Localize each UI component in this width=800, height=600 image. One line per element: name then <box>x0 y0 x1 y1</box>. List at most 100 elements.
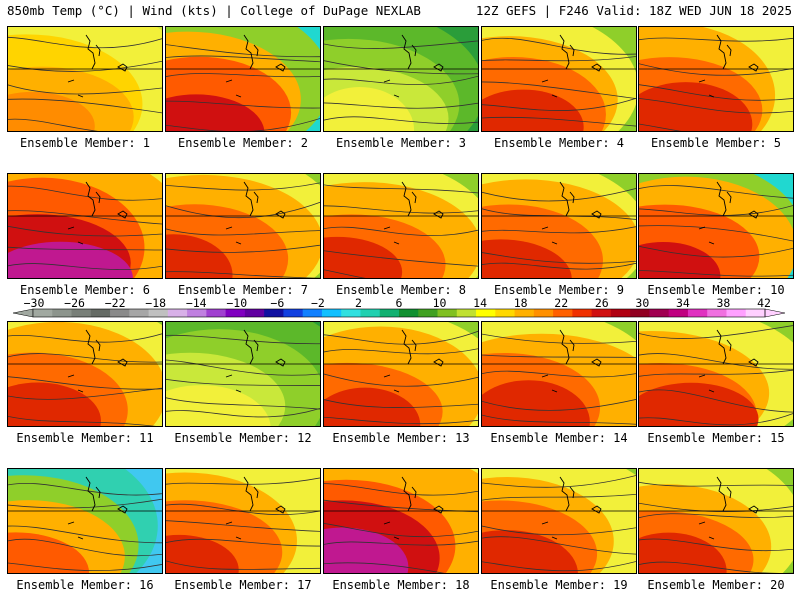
colorbar-swatch <box>225 309 246 317</box>
height-contour-line <box>166 201 320 219</box>
member-caption: Ensemble Member: 19 <box>490 578 628 592</box>
height-contour-line <box>639 37 793 42</box>
colorbar-tick-label: 2 <box>354 296 362 310</box>
colorbar-swatch <box>437 309 458 317</box>
temperature-colorbar <box>12 308 786 318</box>
height-contour-line <box>482 97 636 111</box>
ensemble-map-12 <box>165 321 321 427</box>
member-caption: Ensemble Member: 16 <box>16 578 154 592</box>
height-contour-line <box>8 353 162 363</box>
colorbar-swatch <box>399 309 419 317</box>
height-contour-line <box>639 353 793 370</box>
colorbar-swatch <box>456 309 477 317</box>
colorbar-tick-label: 10 <box>432 296 447 310</box>
temperature-contour-fill <box>166 234 233 278</box>
height-contour-line <box>482 37 636 55</box>
great-lakes-outline <box>541 329 602 393</box>
colorbar-tick-label: 18 <box>513 296 528 310</box>
temperature-contour-fill <box>639 82 753 131</box>
height-contour-line <box>639 225 793 242</box>
colorbar-swatch <box>495 309 516 317</box>
great-lakes-outline <box>67 329 128 393</box>
height-contour-line <box>166 407 320 418</box>
height-contour-line <box>482 370 636 378</box>
great-lakes-outline <box>383 329 444 393</box>
height-contour-line <box>8 118 98 131</box>
member-caption: Ensemble Member: 13 <box>332 431 470 445</box>
height-contour-line <box>324 416 478 425</box>
chart-title: 850mb Temp (°C) | Wind (kts) | College o… <box>7 3 421 18</box>
great-lakes-outline <box>225 329 286 393</box>
height-contour-line <box>8 498 162 509</box>
height-contour-line <box>482 561 636 572</box>
ensemble-map-9 <box>481 173 637 279</box>
temperature-contour-fill <box>324 236 403 278</box>
colorbar-tick-label: 26 <box>594 296 609 310</box>
colorbar-swatch <box>341 309 361 317</box>
great-lakes-outline <box>698 329 759 393</box>
ensemble-map-5 <box>638 26 794 132</box>
colorbar-swatch <box>630 309 650 317</box>
height-contour-line <box>8 525 162 544</box>
member-caption: Ensemble Member: 7 <box>177 283 309 297</box>
height-contour-line <box>324 60 478 75</box>
ensemble-map-17 <box>165 468 321 574</box>
height-contour-line <box>324 540 478 546</box>
height-contour-line <box>8 98 162 114</box>
height-contour-line <box>324 184 478 194</box>
height-contour-line <box>639 270 793 277</box>
height-contour-line <box>166 44 320 58</box>
member-caption: Ensemble Member: 4 <box>493 136 625 150</box>
colorbar-swatch <box>302 309 323 317</box>
height-contour-line <box>324 373 478 387</box>
height-contour-line <box>482 252 636 264</box>
height-contour-line <box>324 523 478 538</box>
ensemble-map-3 <box>323 26 479 132</box>
height-contour-line <box>324 269 366 278</box>
colorbar-tick-label: 22 <box>554 296 569 310</box>
height-contour-line <box>8 538 162 557</box>
height-contour-line <box>482 333 636 344</box>
height-contour-line <box>166 397 320 410</box>
height-contour-line <box>324 399 478 408</box>
height-contour-line <box>8 263 162 270</box>
ensemble-map-4 <box>481 26 637 132</box>
colorbar-swatch <box>90 309 111 317</box>
great-lakes-outline <box>541 476 602 540</box>
colorbar-tick-label: −14 <box>185 296 207 310</box>
colorbar-swatch <box>71 309 92 317</box>
ensemble-map-14 <box>481 321 637 427</box>
height-contour-line <box>166 560 320 570</box>
colorbar-swatch <box>726 309 747 317</box>
height-contour-line <box>166 359 320 376</box>
height-contour-line <box>166 100 320 109</box>
height-contour-line <box>482 116 636 127</box>
great-lakes-outline <box>67 34 128 98</box>
colorbar-outline <box>32 308 766 318</box>
colorbar-swatch <box>572 309 593 317</box>
member-caption: Ensemble Member: 15 <box>647 431 785 445</box>
height-contour-line <box>324 40 478 49</box>
height-contour-line <box>482 81 636 99</box>
member-caption: Ensemble Member: 9 <box>493 283 625 297</box>
colorbar-swatch <box>610 309 631 317</box>
colorbar-swatch <box>514 309 535 317</box>
height-contour-line <box>324 348 478 355</box>
height-contour-line <box>482 226 636 234</box>
member-caption: Ensemble Member: 1 <box>19 136 151 150</box>
height-contour-line <box>482 525 636 536</box>
colorbar-swatch <box>52 309 73 317</box>
height-contour-line <box>639 513 793 519</box>
great-lakes-outline <box>225 476 286 540</box>
temperature-contour-fill <box>166 385 271 426</box>
great-lakes-outline <box>225 181 286 245</box>
height-contour-line <box>166 244 320 253</box>
height-contour-line <box>324 226 478 237</box>
height-contour-line <box>482 56 636 62</box>
temperature-contour-fill <box>8 532 90 573</box>
great-lakes-outline <box>698 476 759 540</box>
temperature-contour-fill <box>639 241 721 278</box>
height-contour-line <box>639 481 793 487</box>
colorbar-swatch <box>264 309 284 317</box>
height-contour-line <box>639 98 793 114</box>
